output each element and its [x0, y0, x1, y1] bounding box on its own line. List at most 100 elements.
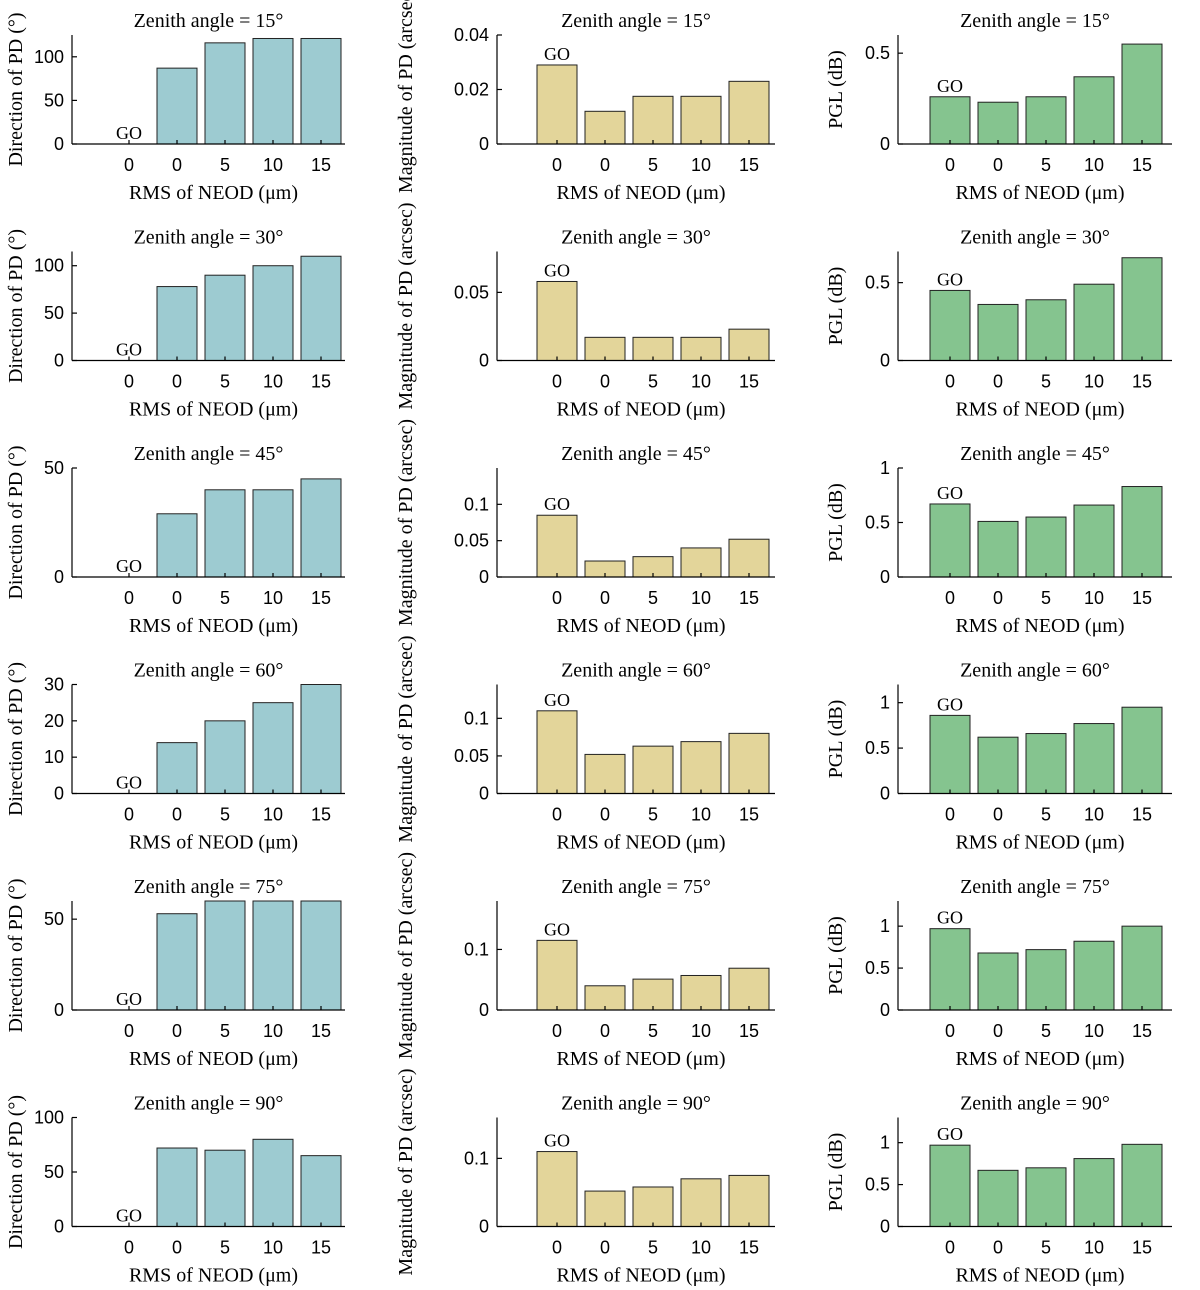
chart-4-title: Zenith angle = 30° [561, 227, 711, 249]
chart-8-title: Zenith angle = 45° [960, 443, 1110, 465]
chart-14-xtick-label-4: 15 [1132, 1021, 1152, 1041]
chart-6-bar-3 [252, 489, 294, 578]
chart-4-ytick-label-0: 0 [479, 351, 489, 371]
chart-9-ytick-label-1: 10 [44, 747, 64, 767]
chart-10-bar-4 [728, 732, 770, 794]
chart-2-bar-2 [1025, 96, 1067, 145]
chart-4-bar-0 [536, 280, 578, 362]
chart-16-title: Zenith angle = 90° [561, 1093, 711, 1115]
chart-13-ytick-label-0: 0 [479, 1000, 489, 1020]
chart-9-ytick-label-0: 0 [54, 784, 64, 804]
chart-17-bar-1 [977, 1169, 1019, 1228]
chart-8-bar-3 [1073, 504, 1115, 578]
chart-0-bar-1 [156, 67, 198, 145]
chart-2-xtick-label-3: 10 [1084, 155, 1104, 175]
chart-12-xlabel: RMS of NEOD (μm) [129, 1048, 298, 1070]
chart-2-xtick-label-1: 0 [993, 155, 1003, 175]
chart-5-go-label: GO [937, 269, 963, 289]
chart-12-xtick-label-3: 10 [263, 1021, 283, 1041]
chart-15-ytick-label-0: 0 [54, 1217, 64, 1237]
chart-0-bar-4 [300, 37, 342, 145]
chart-11-bar-2 [1025, 733, 1067, 794]
chart-4-xtick-label-3: 10 [691, 372, 711, 392]
chart-3-ytick-label-1: 50 [44, 303, 64, 323]
chart-7-go-label: GO [544, 494, 570, 514]
chart-4-xlabel: RMS of NEOD (μm) [556, 399, 725, 421]
chart-4-go-label: GO [544, 260, 570, 280]
chart-1-bar-0 [536, 64, 578, 145]
chart-15-xtick-label-2: 5 [220, 1238, 230, 1258]
chart-5-ylabel: PGL (dB) [825, 267, 847, 346]
chart-16-xlabel: RMS of NEOD (μm) [556, 1265, 725, 1287]
chart-0-title: Zenith angle = 15° [134, 10, 284, 32]
chart-16-xtick-label-2: 5 [648, 1238, 658, 1258]
chart-3-panel: Zenith angle = 30° GO 0 50 100 0 0 5 10 15 RMS of … [5, 227, 345, 421]
chart-12-xtick-label-1: 0 [172, 1021, 182, 1041]
chart-14-xtick-label-2: 5 [1041, 1021, 1051, 1041]
chart-4-xtick-label-2: 5 [648, 372, 658, 392]
chart-2-ytick-label-0: 0 [880, 134, 890, 154]
chart-9-xtick-label-4: 15 [311, 805, 331, 825]
chart-0-xlabel: RMS of NEOD (μm) [129, 182, 298, 204]
chart-12-ylabel: Direction of PD (°) [5, 878, 27, 1032]
chart-3-go-label: GO [116, 340, 142, 360]
chart-8-bar-2 [1025, 516, 1067, 578]
chart-6-bar-2 [204, 489, 246, 578]
chart-10-ylabel: Magnitude of PD (arcsec) [395, 635, 417, 842]
chart-1-xlabel: RMS of NEOD (μm) [556, 182, 725, 204]
chart-12-go-label: GO [116, 989, 142, 1009]
chart-3-xtick-label-2: 5 [220, 372, 230, 392]
chart-7-ytick-label-2: 0.1 [464, 494, 489, 514]
chart-1-bar-3 [680, 95, 722, 145]
chart-15-title: Zenith angle = 90° [134, 1093, 284, 1115]
chart-4-xtick-label-0: 0 [552, 372, 562, 392]
chart-8-ytick-label-2: 1 [880, 458, 890, 478]
chart-13-bar-2 [632, 978, 674, 1011]
chart-17-bar-3 [1073, 1158, 1115, 1227]
chart-15-bar-2 [204, 1149, 246, 1227]
chart-3-bar-3 [252, 265, 294, 361]
chart-12-title: Zenith angle = 75° [134, 876, 284, 898]
chart-16-go-label: GO [544, 1131, 570, 1151]
chart-9-bar-4 [300, 684, 342, 794]
chart-13-bar-0 [536, 939, 578, 1011]
chart-6-xtick-label-3: 10 [263, 588, 283, 608]
chart-14-bar-3 [1073, 940, 1115, 1011]
chart-6-panel: Zenith angle = 45° GO 0 50 0 0 5 10 15 RMS of NEO… [5, 443, 345, 637]
chart-0-ytick-label-1: 50 [44, 90, 64, 110]
chart-11-ytick-label-2: 1 [880, 693, 890, 713]
chart-9-ylabel: Direction of PD (°) [5, 662, 27, 816]
chart-11-xtick-label-0: 0 [945, 805, 955, 825]
chart-11-title: Zenith angle = 60° [960, 660, 1110, 682]
chart-14-bar-0 [929, 928, 971, 1011]
chart-17-bar-4 [1121, 1143, 1163, 1228]
chart-10-bar-1 [584, 753, 626, 794]
chart-5-bar-2 [1025, 299, 1067, 361]
chart-2-bar-1 [977, 101, 1019, 145]
chart-6-xtick-label-4: 15 [311, 588, 331, 608]
chart-7-ytick-label-0: 0 [479, 567, 489, 587]
chart-13-panel: Zenith angle = 75° GO 0 0.1 0 0 5 10 15 RMS of NE… [395, 852, 775, 1070]
chart-10-bar-0 [536, 710, 578, 795]
chart-3-xtick-label-0: 0 [124, 372, 134, 392]
chart-12-xtick-label-2: 5 [220, 1021, 230, 1041]
chart-11-xtick-label-3: 10 [1084, 805, 1104, 825]
chart-1-xtick-label-1: 0 [600, 155, 610, 175]
chart-16-ylabel: Magnitude of PD (arcsec) [395, 1068, 417, 1275]
chart-6-title: Zenith angle = 45° [134, 443, 284, 465]
chart-10-ytick-label-2: 0.1 [464, 708, 489, 728]
chart-12-bar-2 [204, 900, 246, 1011]
chart-0-xtick-label-3: 10 [263, 155, 283, 175]
chart-11-ylabel: PGL (dB) [825, 700, 847, 779]
chart-1-ylabel: Magnitude of PD (arcsec) [395, 0, 417, 193]
chart-6-xlabel: RMS of NEOD (μm) [129, 615, 298, 637]
chart-0-panel: Zenith angle = 15° GO 0 50 100 0 0 5 10 15 RMS of … [5, 10, 345, 204]
chart-0-bar-2 [204, 42, 246, 145]
chart-11-go-label: GO [937, 694, 963, 714]
chart-0-ytick-label-2: 100 [34, 47, 64, 67]
chart-8-go-label: GO [937, 483, 963, 503]
chart-4-ylabel: Magnitude of PD (arcsec) [395, 202, 417, 409]
chart-5-bar-3 [1073, 283, 1115, 362]
chart-15-bar-3 [252, 1138, 294, 1228]
